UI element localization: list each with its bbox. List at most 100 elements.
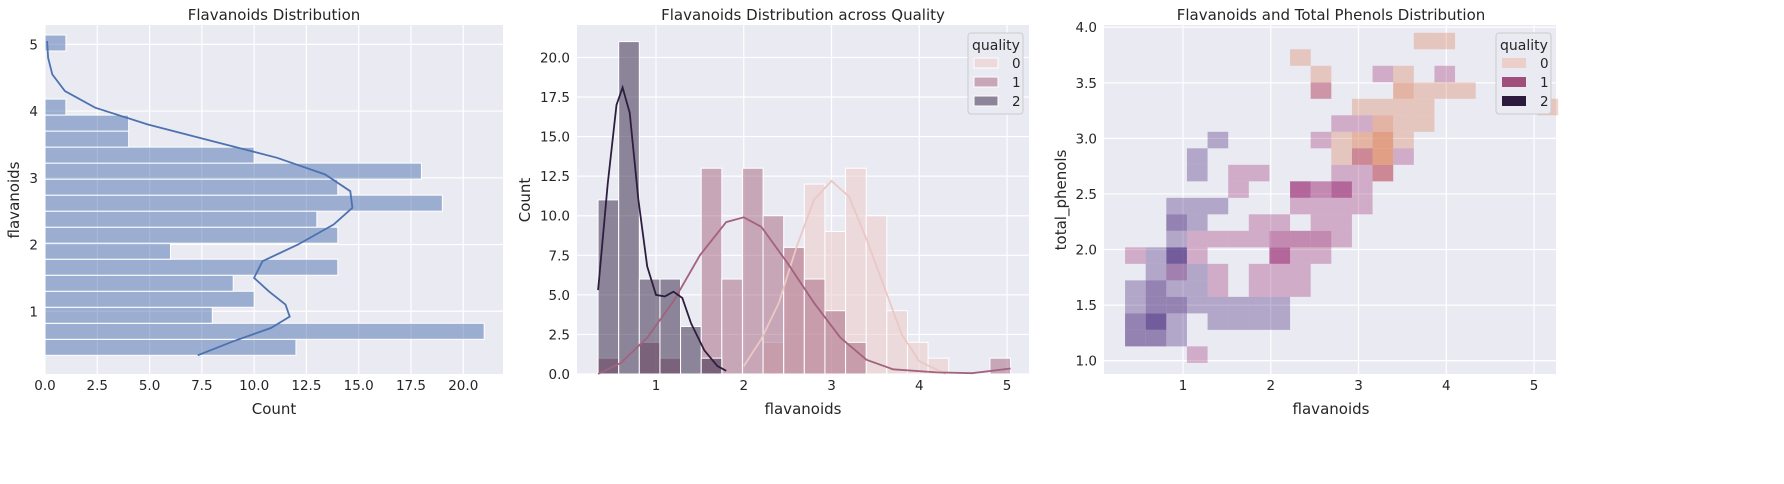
- y-tick-label: 3: [29, 171, 38, 187]
- x-tick-label: 17.5: [396, 378, 426, 394]
- heat-cell-quality-1: [1331, 197, 1352, 215]
- heat-cell-quality-1: [1290, 263, 1311, 281]
- heat-cell-quality-2: [1228, 313, 1249, 330]
- y-tick-label: 1: [29, 304, 38, 320]
- x-tick-label: 0.0: [34, 378, 55, 394]
- y-tick-label: 15.0: [540, 130, 570, 146]
- x-tick-label: 7.5: [191, 378, 212, 394]
- y-tick-label: 17.5: [540, 90, 570, 106]
- heat-cell-quality-2: [1186, 263, 1208, 281]
- heat-cell-quality-2: [1166, 197, 1187, 215]
- heat-cell-quality-2: [1207, 131, 1229, 149]
- histogram-bar: [44, 146, 255, 164]
- kde-quality-2: [597, 84, 727, 372]
- panel-flavanoids-distribution: 0.0 2.5 5.0 7.5 10.0 12.5 15.0 17.5 20.0 1 2 3 4 5 F…: [5, 6, 503, 418]
- heat-cell-quality-1: [1248, 263, 1270, 281]
- heat-cell-quality-0: [1331, 131, 1352, 149]
- heat-cell-quality-1: [1372, 164, 1394, 182]
- heat-cell-quality-1: [1331, 230, 1352, 248]
- chart-title: Flavanoids Distribution: [188, 6, 361, 24]
- heat-cell-quality-0: [1310, 65, 1332, 83]
- chart-title: Flavanoids and Total Phenols Distributio…: [1177, 6, 1486, 24]
- legend-swatch-1: [1502, 77, 1526, 87]
- histogram-bar: [44, 290, 255, 308]
- heat-cell-quality-2: [1125, 329, 1146, 347]
- histogram-bar: [44, 178, 339, 196]
- y-tick-label: 12.5: [540, 169, 570, 185]
- heat-cell-quality-2: [1186, 148, 1208, 165]
- y-tick-label: 2.0: [1076, 243, 1097, 259]
- y-tick-label: 1.0: [1076, 354, 1097, 370]
- heat-cell-quality-1: [1290, 280, 1311, 297]
- bar-quality-2: [638, 278, 661, 375]
- heat-cell-quality-0: [1393, 82, 1414, 99]
- heat-cell-quality-1: [1351, 197, 1373, 215]
- legend-title: quality: [1500, 38, 1548, 54]
- kde-quality-1: [597, 216, 1011, 375]
- heat-cell-quality-2: [1166, 230, 1187, 248]
- heat-cell-quality-2: [1166, 214, 1187, 231]
- bar-quality-1: [783, 246, 805, 375]
- x-tick-label: 1: [652, 378, 661, 394]
- heat-cell-quality-0: [1310, 82, 1332, 99]
- legend-swatch-2: [973, 95, 999, 107]
- x-ticks: 1 2 3 4 5: [1179, 378, 1539, 394]
- heat-cell-quality-1: [1310, 82, 1332, 99]
- histogram-bar: [44, 210, 318, 228]
- legend: quality 0 1 2: [1495, 32, 1552, 115]
- y-axis-label: total_phenols: [1052, 149, 1071, 250]
- y-tick-label: 2: [29, 238, 38, 254]
- histogram-bar: [44, 258, 339, 276]
- heatmap-cells: [1125, 32, 1559, 363]
- histogram-bar: [44, 98, 67, 116]
- histogram-bar: [44, 242, 171, 260]
- y-tick-label: 2.5: [1076, 187, 1097, 203]
- x-tick-label: 10.0: [239, 378, 269, 394]
- heat-cell-quality-1: [1372, 65, 1394, 83]
- y-tick-label: 3.0: [1076, 131, 1097, 147]
- bar-quality-1: [989, 357, 1012, 375]
- heat-cell-quality-1: [1310, 197, 1332, 215]
- heat-cell-quality-2: [1269, 313, 1291, 330]
- x-tick-label: 2.5: [87, 378, 108, 394]
- bar-quality-1: [845, 341, 867, 375]
- heat-cell-quality-1: [1351, 181, 1373, 198]
- heat-cell-quality-2: [1125, 280, 1146, 297]
- bar-quality-2: [597, 199, 620, 375]
- heat-cell-quality-0: [1393, 115, 1414, 132]
- heat-cell-quality-2: [1145, 247, 1167, 264]
- heat-cell-quality-1: [1310, 230, 1332, 248]
- histogram-bar: [44, 226, 339, 244]
- x-tick-label: 12.5: [291, 378, 321, 394]
- heat-cell-quality-1: [1207, 230, 1229, 248]
- x-tick-label: 2: [1266, 378, 1275, 394]
- kde-quality-0: [743, 179, 946, 375]
- histogram-bar: [44, 114, 130, 132]
- heat-cell-quality-1: [1269, 214, 1291, 231]
- histogram-bars: [44, 34, 485, 356]
- heat-cell-quality-2: [1248, 313, 1270, 330]
- heat-cell-quality-2: [1248, 296, 1270, 314]
- heat-cell-quality-1: [1269, 263, 1291, 281]
- heat-cell-quality-2: [1166, 263, 1187, 281]
- x-tick-label: 3: [827, 378, 836, 394]
- heat-cell-quality-1: [1186, 346, 1208, 363]
- legend-swatch-0: [1502, 58, 1526, 68]
- bar-quality-2: [680, 326, 702, 375]
- x-tick-label: 4: [915, 378, 924, 394]
- heat-cell-quality-0: [1393, 131, 1414, 149]
- heat-cell-quality-1: [1310, 181, 1332, 198]
- heat-cell-quality-1: [1331, 181, 1352, 198]
- x-tick-label: 5: [1003, 378, 1012, 394]
- heat-cell-quality-1: [1207, 263, 1229, 281]
- legend-label-0: 0: [1540, 56, 1549, 72]
- heat-cell-quality-1: [1269, 280, 1291, 297]
- x-tick-label: 5: [1530, 378, 1539, 394]
- panel-flavanoids-by-quality: 1 2 3 4 5 0.0 2.5 5.0 7.5 10.0 12.5 15.0 17.5 20.0 q…: [516, 6, 1029, 418]
- y-tick-label: 4: [29, 104, 38, 120]
- heat-cell-quality-1: [1310, 214, 1332, 231]
- heat-cell-quality-1: [1351, 164, 1373, 182]
- kde-curve: [46, 40, 354, 357]
- heat-cell-quality-0: [1372, 164, 1394, 182]
